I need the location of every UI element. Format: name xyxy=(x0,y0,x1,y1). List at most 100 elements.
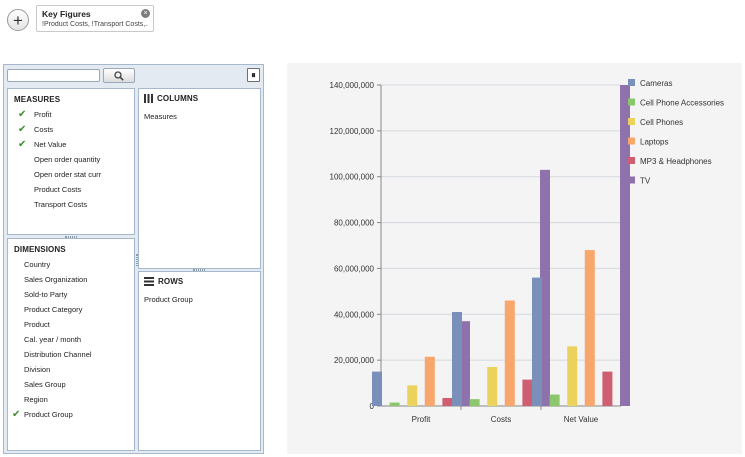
measures-item-label: Open order stat curr xyxy=(34,170,102,179)
dimensions-list: Country Sales Organization Sold-to Party Pr… xyxy=(8,257,134,422)
measures-item[interactable]: ✔ Net Value xyxy=(8,137,134,152)
y-tick-label: 140,000,000 xyxy=(330,81,375,90)
y-tick-label: 60,000,000 xyxy=(334,264,375,273)
bar xyxy=(452,311,462,406)
dimensions-item[interactable]: Region xyxy=(8,392,134,407)
checkmark-icon: ✔ xyxy=(12,409,21,420)
dimensions-item-label: Distribution Channel xyxy=(24,350,92,359)
dimensions-item[interactable]: ✔ Product Group xyxy=(8,407,134,422)
key-figures-chip[interactable]: Key Figures !Product Costs, !Transport C… xyxy=(36,5,154,32)
measures-item[interactable]: ✔ Costs xyxy=(8,122,134,137)
bar xyxy=(567,346,578,406)
bar xyxy=(549,394,560,406)
y-tick-label: 0 xyxy=(370,402,375,411)
bar xyxy=(504,300,515,406)
dimensions-item-label: Sales Organization xyxy=(24,275,88,284)
columns-field-measures[interactable]: Measures xyxy=(144,112,177,121)
rows-field-product-group[interactable]: Product Group xyxy=(144,295,193,304)
bar xyxy=(407,385,418,406)
dimensions-item[interactable]: Product Category xyxy=(8,302,134,317)
dimensions-item[interactable]: Sales Group xyxy=(8,377,134,392)
bar-chart: 0 20,000,000 40,000,000 60,000,000 80,000,00… xyxy=(330,79,724,424)
key-figures-title: Key Figures xyxy=(42,9,91,19)
legend-swatch xyxy=(628,137,635,145)
dimensions-item-label: Cal. year / month xyxy=(24,335,82,344)
field-panel: ⏸ MEASURES ✔ Profit ✔ Costs ✔ Net Value Open o… xyxy=(3,64,264,454)
x-tick-label: Net Value xyxy=(564,415,599,424)
legend-label: Cell Phone Accessories xyxy=(640,99,724,108)
measures-item-label: Costs xyxy=(34,125,54,134)
rows-box: ROWS Product Group xyxy=(138,271,261,451)
checkmark-icon: ✔ xyxy=(18,139,27,150)
measures-item-label: Product Costs xyxy=(34,185,82,194)
checkmark-icon: ✔ xyxy=(18,124,27,135)
dimensions-item-label: Product Category xyxy=(24,305,83,314)
rows-title: ROWS xyxy=(158,277,184,286)
y-tick-label: 40,000,000 xyxy=(334,310,375,319)
legend-label: Laptops xyxy=(640,138,668,147)
panel-toggle-button[interactable]: ⏸ xyxy=(247,68,260,82)
measures-item[interactable]: ✔ Profit xyxy=(8,107,134,122)
bar xyxy=(389,402,400,406)
bar xyxy=(442,397,453,406)
rows-icon xyxy=(144,277,154,286)
measures-title: MEASURES xyxy=(14,95,61,104)
measures-item-label: Profit xyxy=(34,110,52,119)
dimensions-item-label: Product xyxy=(24,320,50,329)
measures-item-label: Net Value xyxy=(34,140,67,149)
dimensions-item[interactable]: Division xyxy=(8,362,134,377)
dimensions-title: DIMENSIONS xyxy=(14,245,66,254)
bar xyxy=(372,371,382,406)
measures-item[interactable]: Transport Costs xyxy=(8,197,134,212)
y-tick-label: 120,000,000 xyxy=(330,127,375,136)
legend-label: TV xyxy=(640,177,651,186)
bar xyxy=(522,379,533,406)
columns-box: COLUMNS Measures xyxy=(138,88,261,269)
search-input[interactable] xyxy=(7,69,100,82)
dimensions-item-label: Region xyxy=(24,395,48,404)
legend-swatch xyxy=(628,98,635,106)
dimensions-item[interactable]: Sold-to Party xyxy=(8,287,134,302)
bar xyxy=(424,356,435,406)
key-figures-subtitle: !Product Costs, !Transport Costs,... xyxy=(42,21,148,28)
dimensions-box: DIMENSIONS Country Sales Organization Sold… xyxy=(7,238,135,451)
vertical-splitter[interactable] xyxy=(136,254,138,266)
measures-splitter[interactable] xyxy=(65,236,77,238)
measures-item[interactable]: Open order stat curr xyxy=(8,167,134,182)
add-button[interactable]: + xyxy=(7,9,29,31)
measures-item[interactable]: Product Costs xyxy=(8,182,134,197)
plus-icon: + xyxy=(13,10,23,30)
legend-label: Cameras xyxy=(640,79,672,88)
bar xyxy=(620,85,630,406)
search-button[interactable] xyxy=(103,68,135,83)
measures-box: MEASURES ✔ Profit ✔ Costs ✔ Net Value Open ord… xyxy=(7,88,135,235)
legend-label: MP3 & Headphones xyxy=(640,157,712,166)
dimensions-item-label: Sold-to Party xyxy=(24,290,68,299)
bar xyxy=(540,169,550,406)
dimensions-item[interactable]: Distribution Channel xyxy=(8,347,134,362)
close-icon[interactable]: × xyxy=(141,9,150,18)
dimensions-item[interactable]: Country xyxy=(8,257,134,272)
legend-swatch xyxy=(628,118,635,125)
legend-swatch xyxy=(628,176,635,184)
legend-label: Cell Phones xyxy=(640,118,683,127)
x-tick-label: Costs xyxy=(491,415,511,424)
dimensions-item[interactable]: Cal. year / month xyxy=(8,332,134,347)
pause-icon: ⏸ xyxy=(251,70,256,80)
measures-list: ✔ Profit ✔ Costs ✔ Net Value Open order quanti… xyxy=(8,107,134,212)
dimensions-item[interactable]: Sales Organization xyxy=(8,272,134,287)
checkmark-icon: ✔ xyxy=(18,109,27,120)
dimensions-item[interactable]: Product xyxy=(8,317,134,332)
legend-swatch xyxy=(628,79,635,86)
chart-area: 0 20,000,000 40,000,000 60,000,000 80,000,00… xyxy=(287,63,742,454)
columns-title: COLUMNS xyxy=(157,94,199,103)
x-tick-label: Profit xyxy=(412,415,431,424)
columns-rows-splitter[interactable] xyxy=(193,269,205,271)
measures-item[interactable]: Open order quantity xyxy=(8,152,134,167)
bar xyxy=(460,321,470,406)
search-icon xyxy=(114,70,124,81)
y-tick-label: 100,000,000 xyxy=(330,173,375,182)
y-tick-label: 80,000,000 xyxy=(334,219,375,228)
dimensions-item-label: Sales Group xyxy=(24,380,66,389)
dimensions-item-label: Division xyxy=(24,365,51,374)
